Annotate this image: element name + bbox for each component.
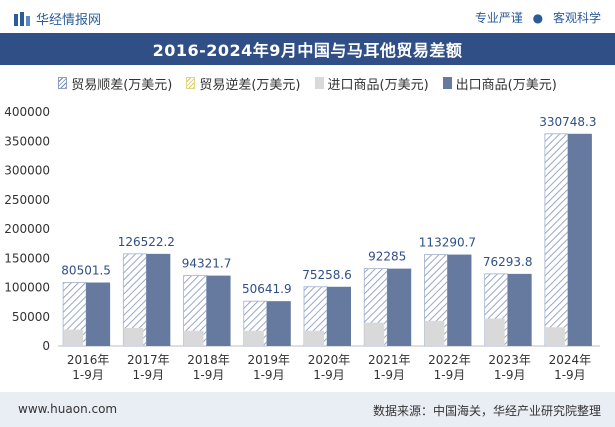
footer-source: 数据来源：中国海关，华经产业研究院整理: [372, 404, 601, 418]
legend-swatch-export: [442, 77, 452, 89]
legend-label-deficit: 贸易逆差(万美元): [199, 77, 301, 93]
bar-import: [364, 322, 385, 346]
bar-import: [183, 330, 204, 346]
legend-item-import: 进口商品(万美元): [314, 74, 429, 93]
footer: www.huaon.com 数据来源：中国海关，华经产业研究院整理: [0, 392, 615, 427]
bar-export: [327, 286, 351, 346]
legend-item-surplus: 贸易顺差(万美元): [58, 74, 172, 93]
data-label-surplus: 50641.9: [242, 282, 292, 296]
legend-label-export: 出口商品(万美元): [455, 77, 557, 93]
x-tick-label: 2016年: [67, 353, 110, 367]
chart-legend: 贸易顺差(万美元) 贸易逆差(万美元) 进口商品(万美元) 出口商品(万美元): [0, 73, 615, 93]
data-label-surplus: 126522.2: [118, 235, 175, 249]
y-tick-label: 100000: [4, 281, 50, 295]
x-tick-label: 1-9月: [72, 368, 104, 382]
y-tick-label: 400000: [4, 105, 50, 119]
y-tick-label: 350000: [4, 134, 50, 148]
legend-swatch-deficit: [186, 77, 196, 89]
tagline-separator: ●: [532, 11, 544, 25]
x-tick-label: 1-9月: [193, 368, 225, 382]
y-tick-label: 150000: [4, 251, 50, 265]
brand: 华经情报网: [14, 9, 101, 28]
legend-item-export: 出口商品(万美元): [442, 74, 557, 93]
bar-import: [243, 330, 264, 346]
x-tick-label: 2023年: [488, 353, 531, 367]
bar-export: [86, 282, 111, 346]
data-label-surplus: 76293.8: [483, 255, 533, 269]
legend-swatch-import: [314, 77, 324, 89]
tagline: 专业严谨 ● 客观科学: [475, 9, 601, 26]
x-tick-label: 2021年: [368, 353, 411, 367]
x-tick-label: 1-9月: [253, 368, 285, 382]
bar-export: [447, 254, 472, 346]
bar-export: [206, 275, 231, 346]
legend-item-deficit: 贸易逆差(万美元): [186, 74, 301, 93]
data-label-surplus: 330748.3: [539, 115, 596, 129]
x-tick-label: 1-9月: [373, 368, 405, 382]
tagline-left: 专业严谨: [474, 11, 523, 25]
bar-import: [63, 329, 84, 346]
tagline-right: 客观科学: [552, 11, 601, 25]
bar-export: [387, 268, 412, 346]
x-tick-label: 2020年: [308, 353, 351, 367]
x-tick-label: 1-9月: [494, 368, 526, 382]
legend-swatch-surplus: [58, 77, 68, 89]
data-label-surplus: 80501.5: [61, 264, 111, 278]
y-tick-label: 200000: [4, 222, 50, 236]
chart-title: 2016-2024年9月中国与马耳他贸易差额: [0, 33, 615, 65]
x-tick-label: 1-9月: [313, 368, 345, 382]
data-label-surplus: 94321.7: [182, 257, 232, 271]
x-tick-label: 2017年: [127, 353, 170, 367]
y-tick-label: 0: [42, 339, 50, 353]
data-label-surplus: 113290.7: [419, 236, 476, 250]
x-tick-label: 2024年: [549, 353, 592, 367]
data-label-surplus: 92285: [368, 250, 406, 264]
bar-import: [304, 330, 324, 346]
y-tick-label: 250000: [4, 193, 50, 207]
x-tick-label: 1-9月: [434, 368, 466, 382]
data-label-surplus: 75258.6: [302, 268, 352, 282]
bar-export: [146, 253, 171, 346]
x-tick-label: 2019年: [248, 353, 291, 367]
bar-export: [266, 301, 291, 346]
x-tick-label: 2022年: [428, 353, 471, 367]
legend-label-surplus: 贸易顺差(万美元): [71, 77, 173, 93]
x-tick-label: 2018年: [187, 353, 230, 367]
legend-label-import: 进口商品(万美元): [327, 77, 429, 93]
y-tick-label: 300000: [4, 164, 50, 178]
brand-name: 华经情报网: [36, 13, 102, 28]
x-tick-label: 1-9月: [133, 368, 165, 382]
x-tick-label: 1-9月: [554, 368, 586, 382]
footer-url: www.huaon.com: [18, 402, 118, 416]
bar-import: [123, 327, 144, 346]
brand-logo-icon: [14, 11, 30, 26]
y-tick-label: 50000: [12, 310, 50, 324]
bar-import: [424, 320, 445, 346]
bar-import: [544, 327, 565, 346]
bar-surplus: [544, 133, 569, 347]
bar-export: [507, 273, 532, 346]
bar-import: [484, 318, 505, 346]
bar-export: [567, 133, 592, 346]
top-bar: 华经情报网 专业严谨 ● 客观科学: [0, 0, 615, 33]
